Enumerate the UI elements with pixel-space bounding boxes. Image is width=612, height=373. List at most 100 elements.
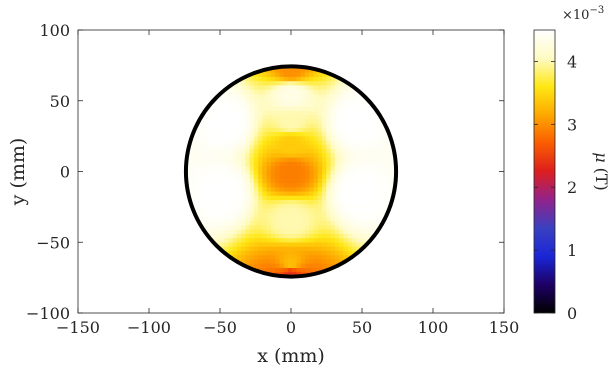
heatmap-cell: [270, 106, 276, 111]
heatmap-cell: [309, 178, 314, 184]
heatmap-cell: [330, 152, 336, 158]
heatmap-cell: [245, 148, 251, 154]
heatmap-cell: [189, 152, 195, 158]
heatmap-cell: [381, 208, 387, 213]
heatmap-cell: [194, 178, 199, 184]
heatmap-cell: [305, 199, 310, 205]
heatmap-cell: [313, 208, 319, 213]
heatmap-cell: [364, 127, 370, 133]
heatmap-cell: [236, 127, 242, 133]
heatmap-cell: [330, 144, 336, 150]
heatmap-cell: [305, 229, 310, 234]
heatmap-cell: [219, 165, 225, 171]
heatmap-cell: [296, 144, 302, 150]
heatmap-cell: [279, 182, 285, 188]
heatmap-cell: [279, 135, 285, 141]
heatmap-cell: [322, 208, 327, 213]
heatmap-cell: [368, 233, 374, 239]
heatmap-cell: [202, 131, 208, 137]
heatmap-cell: [292, 106, 297, 111]
heatmap-cell: [236, 148, 242, 154]
heatmap-cell: [322, 89, 327, 94]
heatmap-cell: [202, 178, 208, 184]
heatmap-cell: [258, 76, 263, 82]
heatmap-cell: [258, 254, 263, 260]
heatmap-cell: [309, 144, 314, 150]
heatmap-cell: [270, 186, 276, 192]
heatmap-cell: [262, 114, 268, 120]
heatmap-cell: [270, 89, 276, 94]
heatmap-cell: [322, 225, 327, 230]
heatmap-cell: [270, 178, 276, 184]
heatmap-cell: [236, 101, 242, 107]
heatmap-cell: [224, 152, 229, 158]
heatmap-cell: [296, 182, 302, 188]
heatmap-cell: [322, 199, 327, 205]
heatmap-cell: [283, 178, 289, 184]
heatmap-cell: [215, 123, 221, 128]
heatmap-cell: [351, 225, 357, 230]
heatmap-cell: [339, 199, 344, 205]
heatmap-cell: [364, 191, 370, 196]
heatmap-cell: [241, 80, 246, 86]
heatmap-cell: [326, 263, 331, 268]
heatmap-cell: [279, 127, 285, 133]
heatmap-cell: [343, 246, 348, 251]
heatmap-cell: [360, 165, 366, 171]
heatmap-cell: [305, 97, 310, 103]
heatmap-cell: [339, 152, 344, 158]
heatmap-cell: [207, 186, 212, 192]
heatmap-cell: [266, 157, 272, 162]
heatmap-cell: [215, 212, 221, 217]
heatmap-cell: [266, 148, 272, 154]
heatmap-cell: [317, 182, 323, 188]
heatmap-cell: [215, 144, 221, 150]
heatmap-cell: [381, 144, 387, 150]
heatmap-cell: [283, 84, 289, 90]
heatmap-cell: [343, 110, 348, 116]
heatmap-cell: [343, 106, 348, 111]
heatmap-cell: [275, 212, 280, 217]
heatmap-cell: [258, 144, 263, 150]
heatmap-cell: [283, 267, 289, 273]
heatmap-cell: [313, 203, 319, 209]
heatmap-cell: [351, 186, 357, 192]
heatmap-cell: [330, 123, 336, 128]
heatmap-cell: [283, 174, 289, 179]
heatmap-cell: [305, 148, 310, 154]
heatmap-cell: [309, 186, 314, 192]
heatmap-cell: [385, 182, 391, 188]
heatmap-cell: [219, 191, 225, 196]
heatmap-cell: [296, 203, 302, 209]
heatmap-cell: [296, 93, 302, 99]
heatmap-cell: [300, 174, 306, 179]
heatmap-cell: [275, 127, 280, 133]
heatmap-cell: [275, 259, 280, 264]
heatmap-cell: [253, 89, 259, 94]
heatmap-cell: [224, 233, 229, 239]
heatmap-cell: [224, 216, 229, 222]
heatmap-cell: [275, 80, 280, 86]
heatmap-cell: [300, 135, 306, 141]
heatmap-cell: [224, 140, 229, 145]
heatmap-cell: [360, 216, 366, 222]
heatmap-cell: [253, 106, 259, 111]
heatmap-cell: [262, 250, 268, 256]
heatmap-cell: [330, 203, 336, 209]
heatmap-cell: [279, 216, 285, 222]
heatmap-cell: [258, 174, 263, 179]
heatmap-cell: [236, 80, 242, 86]
heatmap-cell: [211, 135, 216, 141]
heatmap-cell: [258, 169, 263, 175]
heatmap-cell: [360, 118, 366, 124]
heatmap-cell: [232, 114, 238, 120]
heatmap-cell: [356, 191, 361, 196]
heatmap-cell: [330, 242, 336, 247]
heatmap-cell: [270, 216, 276, 222]
heatmap-cell: [202, 203, 208, 209]
heatmap-cell: [330, 106, 336, 111]
heatmap-cell: [305, 101, 310, 107]
heatmap-cell: [368, 174, 374, 179]
heatmap-cell: [343, 233, 348, 239]
heatmap-cell: [202, 195, 208, 201]
